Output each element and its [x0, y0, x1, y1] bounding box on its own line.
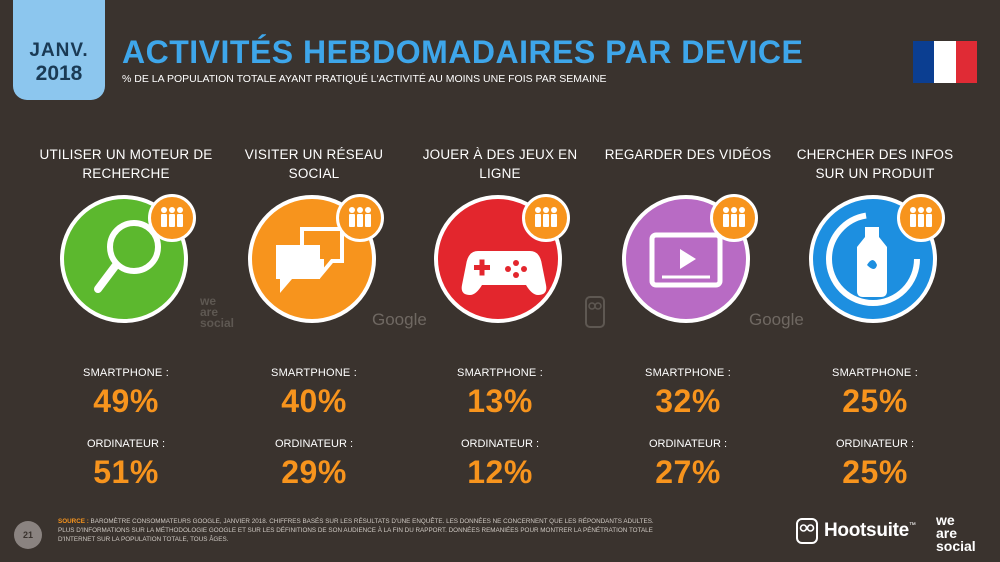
page-title: ACTIVITÉS HEBDOMADAIRES PAR DEVICE: [122, 34, 804, 70]
activity-card-products: CHERCHER DES INFOS SUR UN PRODUIT SMARTP…: [781, 145, 969, 491]
france-flag-icon: [913, 41, 977, 83]
smartphone-label: SMARTPHONE :: [457, 367, 543, 379]
smartphone-label: SMARTPHONE :: [645, 367, 731, 379]
computer-label: ORDINATEUR :: [835, 438, 915, 450]
watermark-are: are: [200, 305, 219, 319]
computer-label: ORDINATEUR :: [274, 438, 354, 450]
smartphone-value: 25%: [842, 383, 908, 419]
activity-card-games: JOUER À DES JEUX EN LIGNE SMARTPHONE : 1…: [406, 145, 594, 491]
activity-label: JOUER À DES JEUX EN LIGNE: [422, 147, 578, 181]
source-label: SOURCE :: [58, 518, 89, 525]
flag-stripe-red: [955, 41, 977, 83]
flag-stripe-white: [934, 41, 956, 83]
logo-we: we: [936, 512, 955, 528]
activity-card-videos: REGARDER DES VIDÉOS SMARTPHONE : 32% ORD…: [594, 145, 782, 491]
people-badge-icon: [897, 194, 945, 242]
video-player-icon: [649, 232, 723, 288]
date-month: JANV.: [29, 40, 89, 61]
computer-value: 12%: [467, 454, 533, 490]
smartphone-label: SMARTPHONE :: [832, 367, 918, 379]
hootsuite-logo: Hootsuite ™: [796, 518, 916, 544]
smartphone-label: SMARTPHONE :: [83, 367, 169, 379]
smartphone-value: 49%: [93, 383, 159, 419]
wearesocial-logo: we are social: [936, 512, 976, 554]
gamepad-icon: [461, 251, 547, 295]
magnifier-icon: [94, 220, 161, 293]
people-badge-icon: [336, 194, 384, 242]
computer-value: 25%: [842, 454, 908, 490]
activity-label: VISITER UN RÉSEAU SOCIAL: [244, 147, 384, 181]
hootsuite-tm: ™: [908, 522, 916, 529]
hootsuite-name: Hootsuite: [824, 520, 909, 541]
activity-label: CHERCHER DES INFOS SUR UN PRODUIT: [796, 147, 954, 181]
activity-circle: [809, 195, 937, 323]
computer-value: 51%: [93, 454, 159, 490]
computer-label: ORDINATEUR :: [648, 438, 728, 450]
activity-label: UTILISER UN MOTEUR DE RECHERCHE: [39, 147, 213, 181]
computer-label: ORDINATEUR :: [460, 438, 540, 450]
people-badge-icon: [148, 194, 196, 242]
page-number: 21: [14, 521, 42, 549]
computer-value: 27%: [655, 454, 721, 490]
wearesocial-watermark: we are social: [200, 294, 235, 330]
page-subtitle: % DE LA POPULATION TOTALE AYANT PRATIQUÉ…: [122, 73, 607, 85]
google-watermark-2: Google: [749, 310, 804, 329]
activity-card-search: UTILISER UN MOTEUR DE RECHERCHE SMARTPHO…: [32, 145, 220, 491]
computer-value: 29%: [281, 454, 347, 490]
activity-label: REGARDER DES VIDÉOS: [604, 147, 772, 162]
people-badge-icon: [522, 194, 570, 242]
logo-are: are: [936, 525, 958, 541]
date-badge: JANV. 2018: [13, 0, 105, 100]
product-bottle-icon: [826, 212, 920, 306]
owl-watermark-icon: [585, 296, 605, 328]
people-badge-icon: [710, 194, 758, 242]
smartphone-value: 40%: [281, 383, 347, 419]
watermark-we: we: [200, 294, 217, 308]
computer-label: ORDINATEUR :: [86, 438, 166, 450]
flag-stripe-blue: [913, 41, 935, 83]
owl-icon: [796, 518, 818, 544]
activity-circle: [434, 195, 562, 323]
smartphone-value: 32%: [655, 383, 721, 419]
source-footnote: SOURCE : BAROMÈTRE CONSOMMATEURS GOOGLE,…: [58, 517, 658, 544]
logo-social: social: [936, 538, 976, 554]
google-watermark: Google: [372, 310, 427, 329]
activity-card-social: VISITER UN RÉSEAU SOCIAL SMARTPHONE : 40…: [220, 145, 408, 491]
date-year: 2018: [35, 62, 83, 85]
source-text: BAROMÈTRE CONSOMMATEURS GOOGLE, JANVIER …: [58, 518, 654, 543]
smartphone-label: SMARTPHONE :: [271, 367, 357, 379]
smartphone-value: 13%: [467, 383, 533, 419]
watermark-social: social: [200, 316, 235, 330]
